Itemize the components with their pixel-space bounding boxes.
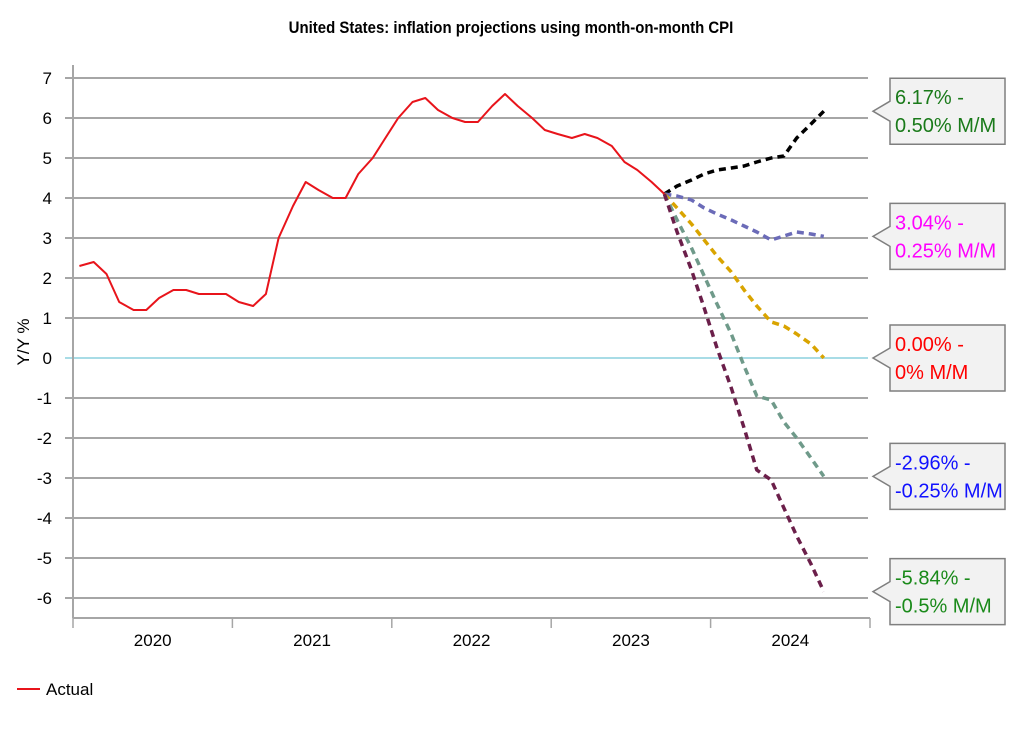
series-line-0-50-m-m: [663, 109, 826, 196]
y-tick-label: -5: [37, 549, 52, 568]
series-line--0-5-m-m: [662, 193, 826, 593]
y-tick-label: -2: [37, 429, 52, 448]
gridlines: [65, 77, 868, 599]
callout-pointer-box: [871, 442, 1006, 511]
y-tick-label: -4: [37, 509, 52, 528]
callout-box: 0.00% - 0% M/M: [871, 324, 1006, 392]
series-group: [79, 93, 826, 593]
x-tick-label: 2022: [453, 631, 491, 650]
y-axis-label: Y/Y %: [14, 319, 33, 366]
callout-box: -5.84% - -0.5% M/M: [871, 557, 1006, 626]
y-tick-labels: 7 6 5 4 3 2 1 0 -1 -2 -3 -4 -5 -6: [37, 69, 52, 608]
series-line-0-25-m-m: [664, 192, 825, 242]
callout-pointer-box: [871, 557, 1006, 626]
callout-line1: 6.17% -: [895, 87, 964, 109]
x-tick-label: 2021: [293, 631, 331, 650]
callout-line2: 0.25% M/M: [895, 240, 996, 262]
x-tick-labels: 2020 2021 2022 2023 2024: [134, 631, 809, 650]
chart-title: United States: inflation projections usi…: [288, 18, 734, 37]
y-tick-label: 6: [43, 109, 52, 128]
axes: [72, 65, 871, 628]
callout-pointer-box: [871, 324, 1006, 392]
callout-pointer-box: [871, 77, 1006, 145]
series-line-0-m-m: [663, 192, 826, 360]
y-tick-label: 2: [43, 269, 52, 288]
y-tick-label: 0: [43, 349, 52, 368]
callouts: 6.17% -0.50% M/M3.04% -0.25% M/M0.00% -0…: [871, 77, 1006, 626]
y-tick-label: -3: [37, 469, 52, 488]
series-line-actual: [79, 93, 666, 311]
series-line--0-25-m-m: [662, 193, 826, 478]
callout-line2: -0.25% M/M: [895, 480, 1003, 502]
y-tick-label: 3: [43, 229, 52, 248]
y-tick-label: 7: [43, 69, 52, 88]
callout-line1: -5.84% -: [895, 568, 971, 590]
y-tick-label: 4: [43, 189, 52, 208]
callout-line1: 0.00% -: [895, 334, 964, 356]
legend-label-actual: Actual: [46, 680, 93, 699]
x-tick-label: 2020: [134, 631, 172, 650]
callout-pointer-box: [871, 202, 1006, 271]
x-tick-label: 2024: [771, 631, 809, 650]
x-tick-label: 2023: [612, 631, 650, 650]
legend: Actual: [17, 680, 93, 699]
y-tick-label: 1: [43, 309, 52, 328]
callout-line1: -2.96% -: [895, 452, 971, 474]
callout-line2: 0% M/M: [895, 362, 968, 384]
callout-box: -2.96% - -0.25% M/M: [871, 442, 1006, 511]
callout-line2: 0.50% M/M: [895, 115, 996, 137]
callout-line1: 3.04% -: [895, 212, 964, 234]
y-tick-label: 5: [43, 149, 52, 168]
callout-box: 3.04% - 0.25% M/M: [871, 202, 1006, 271]
y-tick-label: -6: [37, 589, 52, 608]
callout-box: 6.17% - 0.50% M/M: [871, 77, 1006, 145]
callout-line2: -0.5% M/M: [895, 596, 992, 618]
y-tick-label: -1: [37, 389, 52, 408]
